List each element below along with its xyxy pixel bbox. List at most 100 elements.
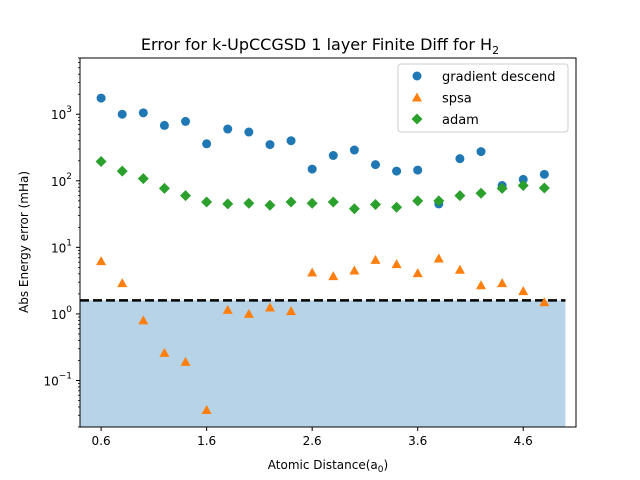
data-point	[159, 120, 169, 130]
data-point	[349, 145, 359, 155]
data-point	[476, 147, 486, 157]
y-tick-base: 10	[51, 308, 66, 322]
data-point	[96, 93, 106, 103]
data-point	[391, 201, 403, 213]
y-tick-label: 101	[51, 238, 72, 255]
data-point	[243, 197, 255, 209]
data-point	[222, 198, 234, 210]
data-point	[539, 297, 550, 307]
data-point	[349, 265, 360, 275]
x-tick-label: 4.6	[514, 434, 533, 448]
y-tick-base: 10	[51, 175, 66, 189]
data-point	[391, 259, 402, 269]
y-tick-exponent: 3	[66, 105, 72, 115]
data-point	[201, 196, 213, 208]
data-point	[158, 182, 170, 194]
series-adam	[95, 156, 550, 215]
data-point	[117, 278, 128, 288]
data-point	[518, 286, 529, 296]
data-point	[370, 160, 380, 170]
x-tick-label: 0.6	[92, 434, 111, 448]
data-point	[95, 156, 107, 168]
legend-label: spsa	[442, 92, 472, 107]
data-point	[433, 195, 445, 207]
data-point	[412, 195, 424, 207]
data-point	[307, 164, 317, 174]
x-tick-label: 2.6	[303, 434, 322, 448]
legend-marker-gradient-descend	[412, 71, 422, 81]
data-point	[181, 116, 191, 126]
data-point	[392, 166, 402, 176]
legend-marker-spsa	[412, 92, 422, 102]
data-point	[285, 196, 297, 208]
y-tick-label: 10−1	[43, 371, 72, 388]
data-point	[286, 136, 296, 146]
data-point	[539, 169, 549, 179]
data-point	[180, 356, 191, 366]
data-point	[306, 197, 318, 209]
data-point	[433, 253, 444, 263]
data-point	[348, 203, 360, 215]
data-point	[180, 190, 192, 202]
legend-label: adam	[442, 113, 479, 128]
data-point	[223, 124, 233, 134]
plot-frame	[79, 57, 577, 428]
data-point	[454, 264, 465, 274]
y-tick-base: 10	[51, 108, 66, 122]
data-point	[138, 108, 148, 118]
y-tick-exponent: 1	[66, 238, 72, 248]
data-point	[328, 150, 338, 160]
data-point	[518, 174, 528, 184]
legend-marker-adam	[411, 113, 423, 125]
data-point	[137, 173, 149, 185]
data-point	[454, 190, 466, 202]
y-axis-label: Abs Energy error (mHa)	[17, 171, 31, 313]
data-point	[327, 196, 339, 208]
data-point	[244, 127, 254, 137]
y-tick-label: 100	[51, 305, 72, 322]
x-tick-label: 3.6	[408, 434, 427, 448]
data-point	[455, 154, 465, 164]
data-point	[413, 165, 423, 175]
y-tick-exponent: −1	[59, 371, 72, 381]
data-point	[202, 139, 212, 149]
y-tick-exponent: 2	[66, 172, 72, 182]
chart-title: Error for k-UpCCGSD 1 layer Finite Diff …	[141, 35, 499, 57]
data-point	[264, 199, 276, 211]
y-tick-label: 102	[51, 172, 72, 189]
data-point	[370, 254, 381, 264]
x-tick-label: 1.6	[197, 434, 216, 448]
data-point	[116, 165, 128, 177]
data-point	[265, 140, 275, 150]
data-point	[201, 405, 212, 415]
data-point	[496, 182, 508, 194]
y-tick-base: 10	[43, 374, 58, 388]
data-point	[96, 256, 107, 266]
legend: gradient descend spsa adam	[397, 63, 569, 133]
data-point	[243, 308, 254, 318]
data-point	[264, 302, 275, 312]
data-point	[328, 271, 339, 281]
data-point	[307, 267, 318, 277]
series-spsa	[96, 253, 550, 415]
y-tick-label: 103	[51, 105, 72, 122]
legend-box	[397, 63, 569, 133]
accuracy-region	[80, 300, 566, 427]
data-point	[476, 280, 487, 290]
data-point	[222, 304, 233, 314]
legend-label: gradient descend	[442, 70, 556, 85]
y-tick-exponent: 0	[66, 305, 72, 315]
data-point	[475, 187, 487, 199]
data-point	[412, 268, 423, 278]
data-point	[286, 306, 297, 316]
data-point	[538, 182, 550, 194]
data-point	[369, 199, 381, 211]
data-point	[117, 109, 127, 119]
x-axis-label: Atomic Distance(a0)	[268, 458, 388, 475]
data-point	[517, 180, 529, 192]
data-point	[138, 315, 149, 325]
data-point	[497, 278, 508, 288]
data-point	[159, 347, 170, 357]
y-tick-base: 10	[51, 241, 66, 255]
